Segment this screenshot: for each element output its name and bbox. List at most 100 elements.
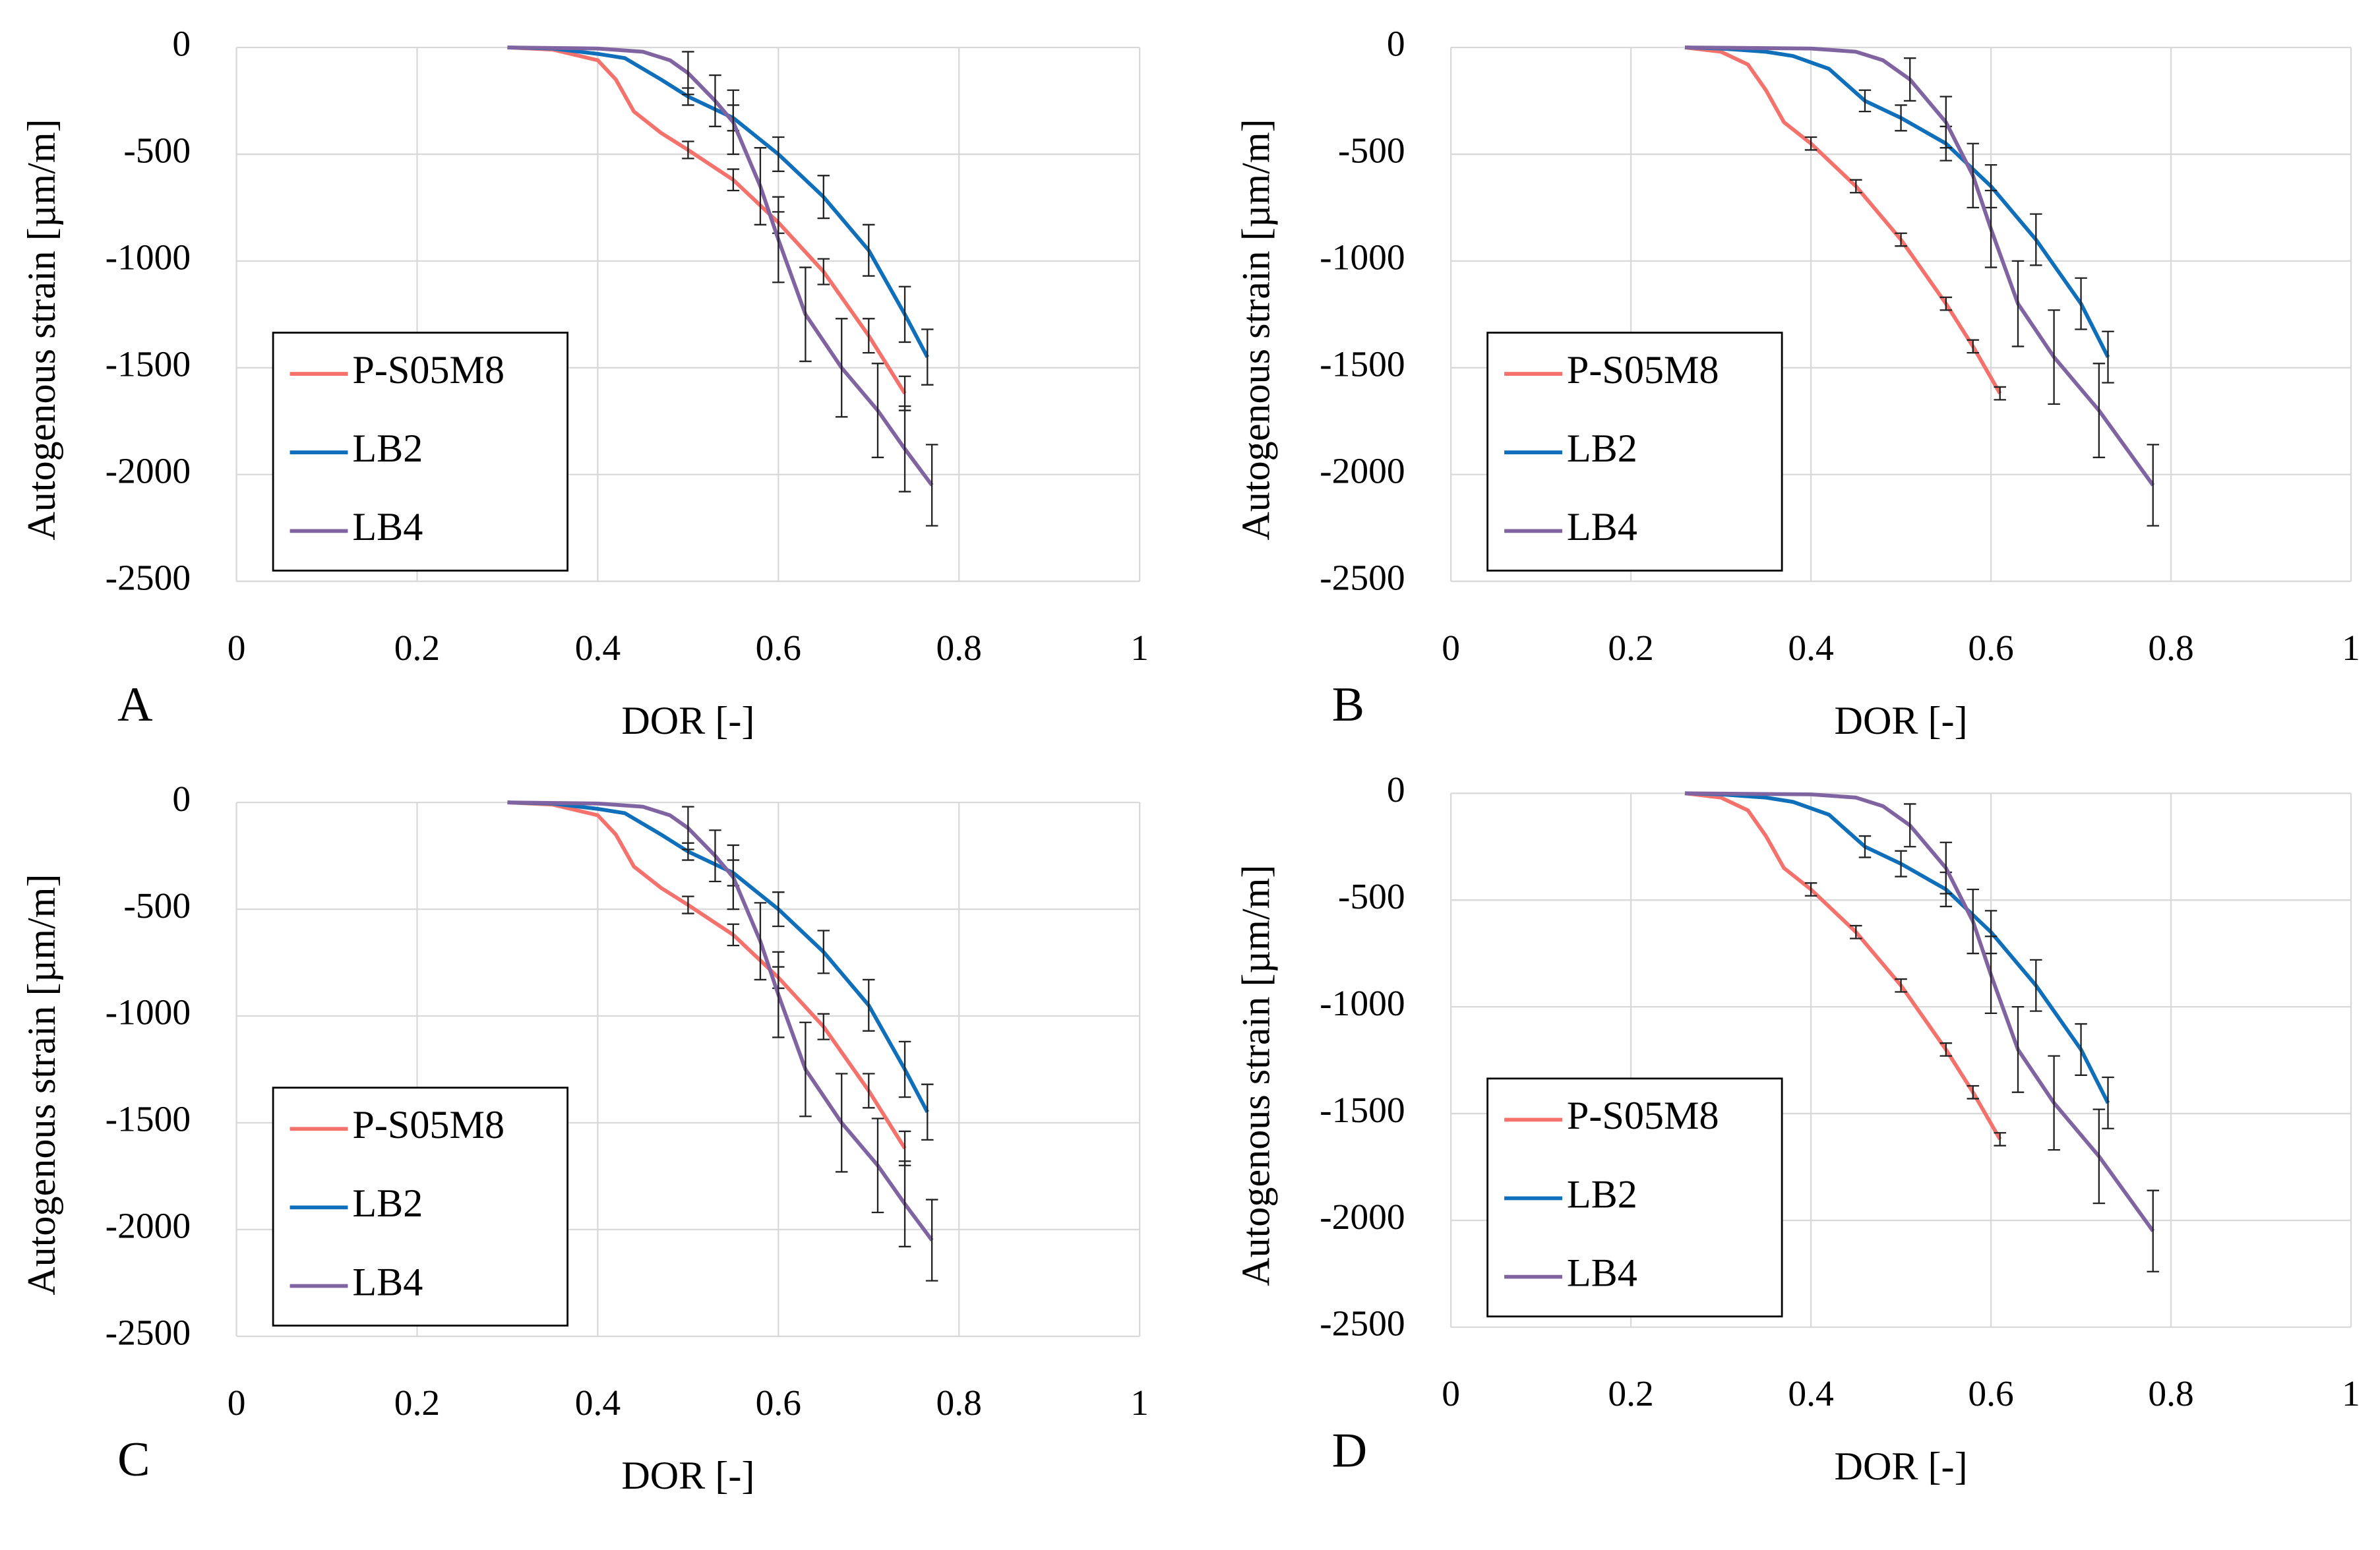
legend-label: P-S05M8 — [1567, 1094, 1719, 1138]
x-tick-label: 0.6 — [756, 1383, 801, 1423]
error-bar — [799, 1021, 812, 1118]
x-tick-label: 1 — [2342, 1374, 2360, 1414]
error-bar — [727, 168, 740, 192]
error-bar — [2075, 1023, 2087, 1076]
x-tick-label: 0.4 — [1788, 628, 1833, 669]
error-bar — [2011, 1005, 2025, 1093]
error-bar — [2147, 1189, 2160, 1272]
y-tick-label: 0 — [172, 779, 191, 820]
y-axis-label: Autogenous strain [µm/m] — [20, 874, 64, 1295]
error-bar — [1984, 936, 1998, 1015]
error-bar — [1984, 189, 1998, 268]
error-bar — [817, 258, 830, 285]
error-bar — [1895, 232, 1907, 247]
y-tick-label: -1500 — [106, 1100, 191, 1140]
x-tick-label: 0.6 — [1968, 628, 2013, 669]
error-bar — [1967, 142, 1980, 209]
error-bar — [2102, 1076, 2114, 1129]
y-tick-label: -2500 — [106, 1313, 191, 1354]
y-tick-label: -1500 — [1320, 1090, 1405, 1131]
legend-label: LB2 — [352, 1181, 423, 1226]
error-bar — [1804, 882, 1817, 897]
series-line — [507, 800, 934, 1241]
y-axis-label: Autogenous strain [µm/m] — [1235, 865, 1279, 1286]
error-bar — [817, 175, 830, 220]
error-bar — [1967, 888, 1980, 955]
error-bar — [709, 74, 721, 127]
error-bar — [2030, 213, 2042, 266]
error-bar — [1967, 1085, 1980, 1100]
error-bar — [863, 1073, 875, 1109]
x-tick-label: 0.8 — [936, 628, 982, 669]
legend-label: LB4 — [1567, 1251, 1637, 1295]
error-bar — [2102, 330, 2114, 384]
x-tick-label: 0.8 — [2148, 628, 2193, 669]
error-bar — [817, 1013, 830, 1040]
error-bar — [772, 136, 785, 172]
error-bar — [1858, 89, 1872, 113]
error-bar — [709, 829, 721, 883]
y-tick-label: -2000 — [106, 451, 191, 491]
x-axis-label: DOR [-] — [621, 1454, 754, 1498]
x-tick-label: 0.2 — [1608, 1374, 1653, 1414]
x-tick-label: 0 — [228, 628, 246, 669]
error-bar — [2092, 1108, 2106, 1205]
y-tick-label: 0 — [1387, 24, 1405, 65]
error-bar — [1939, 1042, 1953, 1057]
error-bar — [772, 951, 785, 1038]
error-bar — [1939, 841, 1953, 895]
x-axis-label: DOR [-] — [1835, 1445, 1968, 1489]
error-bar — [2011, 260, 2025, 347]
legend-label: LB2 — [1567, 1172, 1637, 1216]
y-tick-label: -1000 — [106, 993, 191, 1033]
y-tick-label: -1000 — [106, 238, 191, 278]
y-tick-label: -2000 — [106, 1207, 191, 1247]
error-bar — [2030, 959, 2042, 1012]
panel-label: C — [117, 1433, 150, 1487]
x-tick-label: 0.2 — [394, 1383, 440, 1423]
panel-label: B — [1332, 678, 1364, 732]
error-bar — [1858, 835, 1872, 858]
error-bar — [1939, 296, 1953, 311]
x-tick-label: 0.6 — [1968, 1374, 2013, 1414]
error-bar — [898, 405, 911, 492]
x-tick-label: 0.8 — [936, 1383, 982, 1423]
legend-label: P-S05M8 — [352, 348, 504, 392]
error-bar — [772, 891, 785, 928]
legend-label: LB4 — [1567, 505, 1637, 549]
legend-label: LB4 — [352, 505, 423, 549]
series-line — [1684, 791, 2155, 1232]
error-bar — [2092, 363, 2106, 458]
y-tick-label: -1000 — [1320, 238, 1405, 278]
chart-panel: 0 -500 -1000 -1500 -2000 -2500 0 0.2 0.4 0.6 0.8 1 D… — [1235, 24, 2360, 743]
error-bar — [925, 444, 938, 527]
error-bar — [863, 224, 875, 277]
x-tick-label: 1 — [1130, 628, 1149, 669]
series-line — [507, 800, 929, 1114]
y-axis-label: Autogenous strain [µm/m] — [20, 119, 64, 540]
x-tick-label: 0.2 — [394, 628, 440, 669]
legend-label: P-S05M8 — [1567, 348, 1719, 392]
x-tick-label: 0 — [1442, 628, 1460, 669]
error-bar — [835, 1073, 848, 1173]
error-bar — [1895, 850, 1907, 878]
y-tick-label: -500 — [1338, 131, 1405, 171]
error-bar — [1967, 339, 1980, 354]
chart-panel: 0 -500 -1000 -1500 -2000 -2500 0 0.2 0.4 0.6 0.8 1 D… — [1235, 770, 2360, 1489]
error-bar — [727, 89, 740, 156]
error-bar — [682, 806, 694, 850]
y-tick-label: -2500 — [106, 558, 191, 598]
error-bar — [921, 328, 934, 386]
error-bar — [2048, 309, 2060, 405]
y-tick-label: 0 — [1387, 770, 1405, 810]
error-bar — [682, 51, 694, 96]
y-axis-label: Autogenous strain [µm/m] — [1235, 119, 1279, 540]
error-bar — [682, 140, 694, 160]
y-tick-label: -500 — [123, 886, 191, 926]
x-tick-label: 0.4 — [575, 1383, 621, 1423]
error-bar — [772, 196, 785, 283]
error-bar — [1994, 386, 2006, 401]
error-bar — [799, 266, 812, 363]
error-bar — [1903, 57, 1916, 102]
